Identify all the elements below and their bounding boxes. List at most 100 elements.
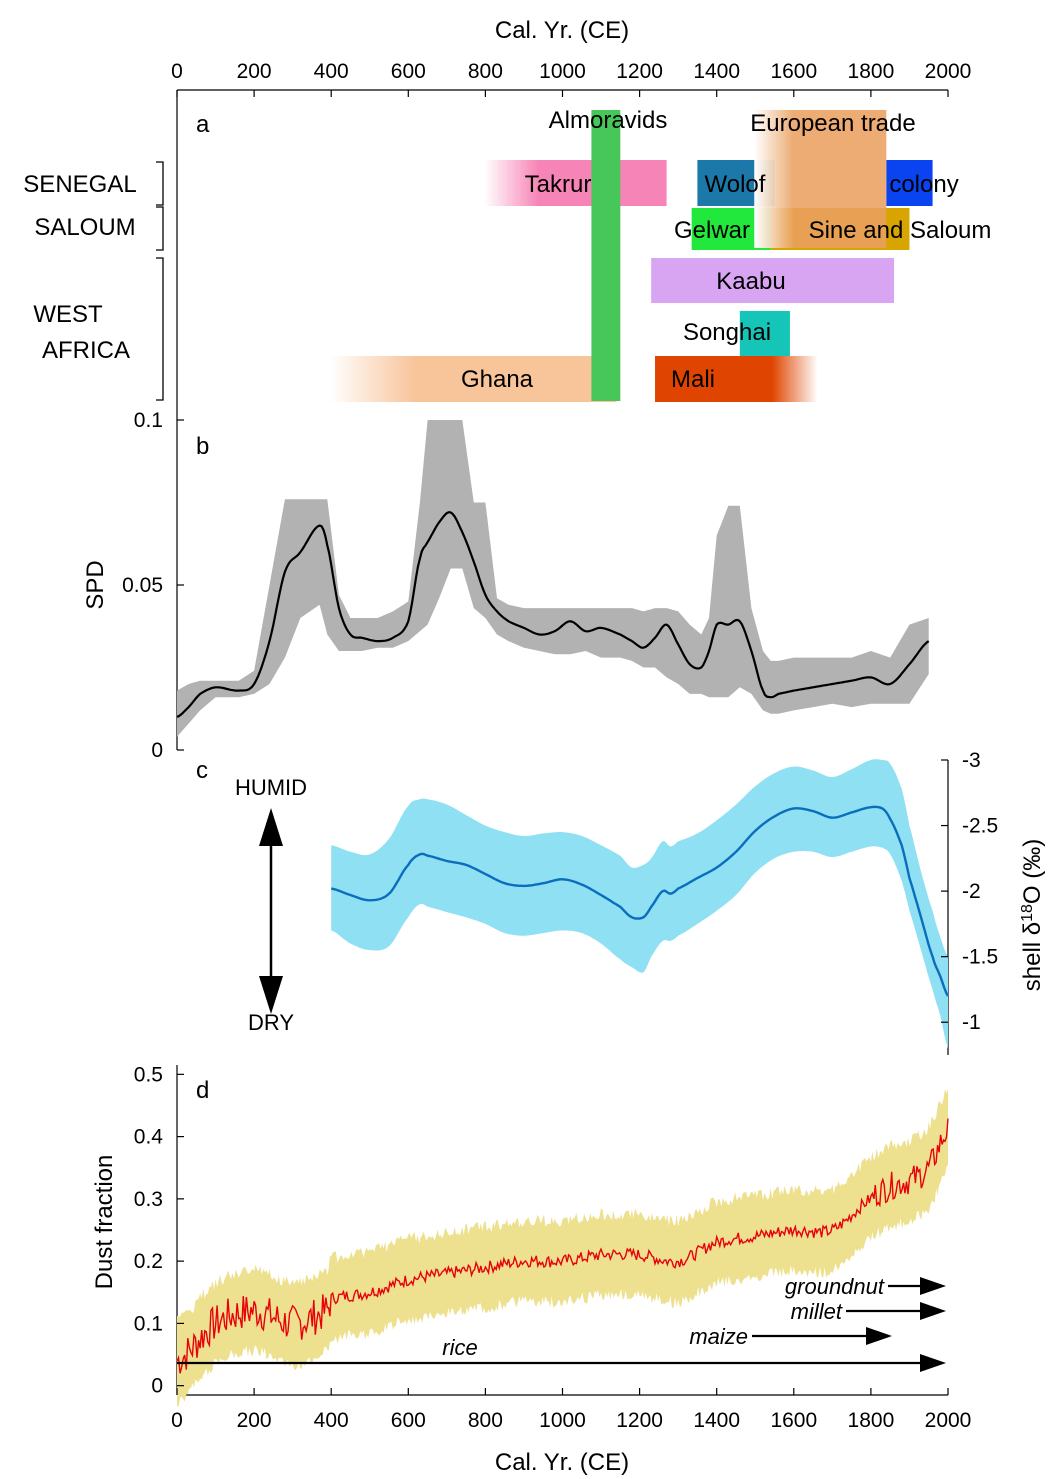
- x-tick-label-top: 0: [171, 60, 183, 83]
- y-tick-label: 0.5: [134, 1063, 163, 1086]
- label-colony: colony: [889, 171, 958, 198]
- x-tick-label-bottom: 0: [171, 1409, 183, 1432]
- bracket-west-africa: [156, 257, 164, 401]
- x-tick-label-top: 1800: [848, 60, 895, 83]
- region-saloum: SALOUM: [34, 214, 135, 241]
- y-tick-label: 0.05: [122, 574, 163, 597]
- bar-fade-european-trade: [754, 110, 794, 248]
- region-west-africa-line2: AFRICA: [42, 337, 130, 364]
- bar-songhai: [739, 311, 790, 356]
- label-songhai: Songhai: [683, 319, 771, 346]
- crop-label-rice: rice: [442, 1335, 477, 1360]
- spd-uncertainty-band: [177, 420, 929, 737]
- bar-colony: [886, 160, 933, 206]
- x-tick-label-bottom: 800: [468, 1409, 503, 1432]
- y-tick-label: -2: [962, 880, 981, 903]
- panel-letter-c: c: [196, 757, 208, 784]
- panel-letter-a: a: [196, 111, 210, 138]
- crop-label-maize: maize: [689, 1324, 748, 1349]
- crop-arrowhead-maize: [866, 1327, 893, 1345]
- dust-uncertainty-band: [177, 1088, 948, 1407]
- x-tick-label-bottom: 1400: [693, 1409, 740, 1432]
- spd-y-ticks: 0 0.05 0.1: [122, 409, 184, 762]
- y-axis-label-spd: SPD: [82, 560, 109, 609]
- x-tick-label-top: 1400: [693, 60, 740, 83]
- bar-fade-mali: [771, 356, 818, 402]
- label-sine-and-saloum: Sine and Saloum: [809, 217, 992, 244]
- x-tick-label-bottom: 1600: [770, 1409, 817, 1432]
- x-axis-bottom-ticks: 0 200 400 600 800 1000 1200 1400 1600 1800 2000: [171, 1388, 971, 1432]
- label-wolof: Wolof: [705, 171, 766, 198]
- bar-fade-takrur: [484, 160, 539, 206]
- crop-arrowhead-groundnut: [920, 1277, 946, 1295]
- panel-letter-b: b: [196, 433, 209, 460]
- x-tick-label-top: 200: [237, 60, 272, 83]
- panel-a-timeline: a Almoravids European trade Takrur Wolof col…: [23, 107, 991, 402]
- label-almoravids: Almoravids: [549, 107, 668, 134]
- x-tick-label-top: 400: [314, 60, 349, 83]
- x-tick-label-bottom: 1200: [616, 1409, 663, 1432]
- x-tick-label-bottom: 600: [391, 1409, 426, 1432]
- panel-c-d18o: -1 -1.5 -2 -2.5 -3 c HUMID DRY shell δ18O (‰…: [196, 749, 1047, 1049]
- x-axis-title-top: Cal. Yr. (CE): [495, 17, 629, 44]
- y-tick-label: 0.1: [134, 409, 163, 432]
- label-kaabu: Kaabu: [716, 268, 785, 295]
- d18o-y-ticks: -1 -1.5 -2 -2.5 -3: [941, 749, 998, 1034]
- y-axis-label-d18o: shell δ18O (‰): [1019, 839, 1047, 992]
- x-tick-label-bottom: 2000: [925, 1409, 972, 1432]
- y-tick-label: -1.5: [962, 946, 998, 969]
- label-mali: Mali: [671, 366, 715, 393]
- annotation-humid: HUMID: [235, 775, 307, 800]
- x-tick-label-bottom: 200: [237, 1409, 272, 1432]
- x-tick-label-top: 1200: [616, 60, 663, 83]
- bracket-saloum: [156, 206, 164, 251]
- timeline-labels: Almoravids European trade Takrur Wolof colon…: [461, 107, 991, 393]
- y-tick-label: 0.3: [134, 1188, 163, 1211]
- y-tick-label: 0: [151, 1375, 163, 1398]
- bar-kaabu: [651, 258, 895, 303]
- x-tick-label-top: 1000: [539, 60, 586, 83]
- humid-dry-arrow: [259, 808, 283, 1014]
- label-takrur: Takrur: [525, 171, 592, 198]
- panel-d-dust: 0 0.1 0.2 0.3 0.4 0.5 rice maize milletgroundnu…: [91, 1063, 949, 1407]
- region-west-africa-line1: WEST: [33, 301, 103, 328]
- panel-letter-d: d: [196, 1077, 209, 1104]
- bar-almoravids: [591, 110, 621, 401]
- crop-arrowhead-rice: [920, 1354, 946, 1372]
- y-tick-label: 0.2: [134, 1250, 163, 1273]
- bar-fade-ghana: [330, 356, 416, 402]
- y-tick-label: 0: [151, 739, 163, 762]
- d18o-uncertainty-band: [331, 759, 948, 1049]
- dust-mean-line: [176, 1118, 949, 1374]
- panel-b-spd: 0 0.05 0.1 b SPD: [82, 409, 930, 762]
- x-axis-top-ticks: 0 200 400 600 800 1000 1200 1400 1600 1800 2000: [171, 60, 971, 97]
- x-tick-label-bottom: 1000: [539, 1409, 586, 1432]
- label-ghana: Ghana: [461, 366, 534, 393]
- label-european-trade: European trade: [750, 110, 915, 137]
- y-tick-label: -2.5: [962, 815, 998, 838]
- region-labels: SENEGAL SALOUM WEST AFRICA: [23, 161, 164, 401]
- annotation-dry: DRY: [248, 1010, 294, 1035]
- x-axis-title-bottom: Cal. Yr. (CE): [495, 1449, 629, 1476]
- dust-y-ticks: 0 0.1 0.2 0.3 0.4 0.5: [134, 1063, 184, 1398]
- y-tick-label: -3: [962, 749, 981, 772]
- d18o-mean-line: [330, 805, 950, 997]
- x-tick-label-top: 1600: [770, 60, 817, 83]
- crop-arrowhead-millet: [920, 1302, 946, 1320]
- label-gelwar: Gelwar: [674, 217, 750, 244]
- y-axis-label-dust: Dust fraction: [91, 1155, 118, 1290]
- region-senegal: SENEGAL: [23, 171, 136, 198]
- y-tick-label: -1: [962, 1011, 981, 1034]
- timeline-bars: [330, 110, 933, 402]
- spd-median-line: [176, 511, 930, 718]
- x-tick-label-top: 2000: [925, 60, 972, 83]
- crop-label-millet: millet: [791, 1299, 843, 1324]
- y-tick-label: 0.4: [134, 1126, 164, 1149]
- x-tick-label-bottom: 1800: [848, 1409, 895, 1432]
- crop-label-groundnut: groundnut: [785, 1274, 885, 1299]
- x-tick-label-top: 600: [391, 60, 426, 83]
- x-tick-label-bottom: 400: [314, 1409, 349, 1432]
- y-tick-label: 0.1: [134, 1312, 163, 1335]
